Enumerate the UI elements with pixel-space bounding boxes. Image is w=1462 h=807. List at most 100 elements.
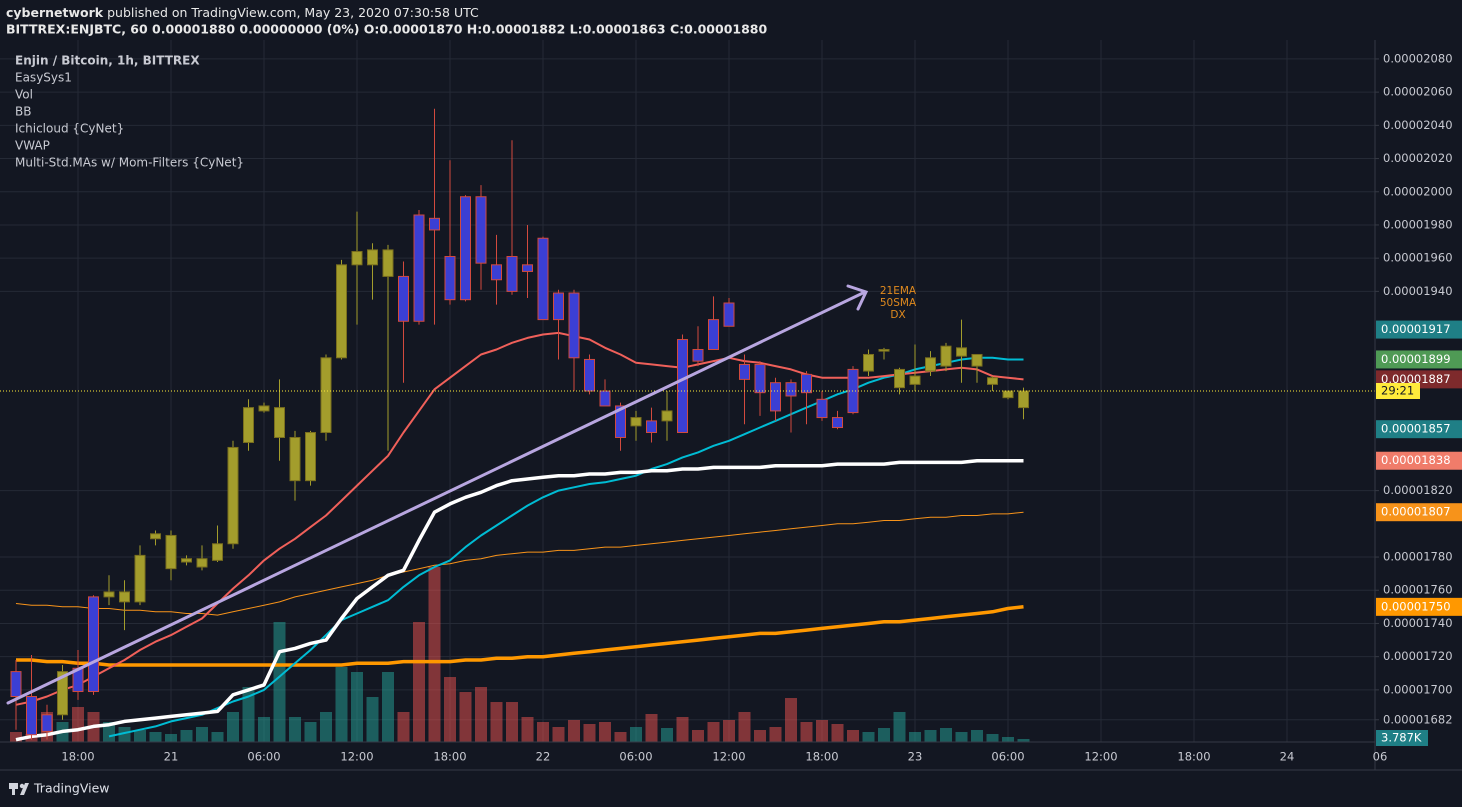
annotation: 50SMA <box>880 297 917 309</box>
y-tick-label: 0.00001682 <box>1383 712 1453 726</box>
candle-body <box>88 596 99 693</box>
candle-body <box>909 375 921 385</box>
candle-body <box>103 591 115 598</box>
candle-body <box>398 275 409 322</box>
volume-bar <box>645 714 658 742</box>
candle-body <box>243 407 254 443</box>
volume-bar <box>924 730 937 742</box>
volume-bar <box>599 722 611 742</box>
candle-body <box>956 347 967 357</box>
price-tag-label: 0.00001899 <box>1381 352 1451 366</box>
candle-body <box>41 714 53 732</box>
y-tick-label: 0.00001740 <box>1383 616 1453 630</box>
candle-body <box>289 436 301 482</box>
volume-bar <box>351 672 363 742</box>
y-tick-label: 0.00001820 <box>1383 483 1453 497</box>
y-tick-label: 0.00002080 <box>1383 51 1453 65</box>
legend-entry: Multi-Std.MAs w/ Mom-Filters {CyNet} <box>15 156 244 170</box>
volume-bar <box>382 672 394 742</box>
x-tick-label: 06:00 <box>247 750 280 764</box>
candle-body <box>227 446 239 545</box>
x-tick-label: 18:00 <box>805 750 838 764</box>
candle-body <box>1018 390 1029 409</box>
candle-body <box>599 390 611 407</box>
candle-body <box>26 696 37 736</box>
x-tick-label: 18:00 <box>1177 750 1210 764</box>
price-tag-label: 0.00001750 <box>1381 599 1451 613</box>
candle-body <box>10 671 22 698</box>
indicator-line <box>15 511 1024 616</box>
x-tick-label: 06:00 <box>619 750 652 764</box>
candle-body <box>491 264 502 281</box>
candle-body <box>723 302 735 327</box>
candle-body <box>258 405 270 412</box>
y-tick-label: 0.00002020 <box>1383 151 1453 165</box>
candle-body <box>119 591 130 603</box>
candle-body <box>568 292 580 359</box>
volume-bar <box>847 730 859 742</box>
price-tag-label: 0.00001857 <box>1381 422 1451 436</box>
x-tick-label: 06:00 <box>991 750 1024 764</box>
footer-brand: TradingView <box>33 781 110 796</box>
price-tag <box>1376 503 1462 522</box>
countdown-label: 29:21 <box>1381 384 1414 398</box>
y-tick-label: 0.00002040 <box>1383 118 1453 132</box>
volume-bar <box>335 667 348 742</box>
y-tick-label: 0.00001980 <box>1383 217 1453 231</box>
candle-body <box>336 264 347 359</box>
volume-bar <box>211 732 224 742</box>
volume-bar <box>955 732 968 742</box>
candle-body <box>863 353 874 372</box>
legend-entry: Ichicloud {CyNet} <box>15 122 124 136</box>
price-tag-label: 0.00001807 <box>1381 505 1451 519</box>
volume-bar <box>242 687 255 742</box>
volume-bar <box>72 707 84 742</box>
candle-body <box>832 417 843 429</box>
countdown-tag <box>1376 383 1420 399</box>
volume-bar <box>397 712 410 742</box>
volume-bar <box>754 730 766 742</box>
candle-body <box>615 405 626 438</box>
x-tick-label: 12:00 <box>340 750 373 764</box>
volume-bar <box>320 712 332 742</box>
candle-body <box>150 533 161 540</box>
volume-bar <box>227 712 239 742</box>
volume-bar <box>940 728 952 742</box>
legend-entry: VWAP <box>15 139 50 153</box>
volume-bar <box>196 727 208 742</box>
volume-bar <box>413 622 425 742</box>
volume-bar <box>552 727 565 742</box>
price-tag-label: 0.00001838 <box>1381 453 1451 467</box>
volume-tag <box>1376 729 1428 746</box>
candle-body <box>181 558 192 563</box>
candle-body <box>1002 390 1014 399</box>
plot-area <box>0 40 1375 742</box>
indicator-line <box>15 458 1024 742</box>
volume-bar <box>583 724 596 742</box>
x-tick-label: 12:00 <box>1084 750 1117 764</box>
volume-bar <box>862 732 875 742</box>
candle-body <box>770 382 781 412</box>
volume-bar <box>692 730 704 742</box>
candle-body <box>429 217 440 231</box>
y-tick-label: 0.00001780 <box>1383 550 1453 564</box>
candle-body <box>692 348 704 362</box>
candle-body <box>460 196 471 301</box>
volume-bar <box>971 730 983 742</box>
y-tick-label: 0.00001720 <box>1383 649 1453 663</box>
volume-bar <box>149 732 162 742</box>
candle-body <box>940 345 952 367</box>
x-tick-label: 22 <box>536 750 551 764</box>
candle-body <box>925 357 936 372</box>
volume-bar <box>444 677 456 742</box>
publisher: cybernetwork <box>6 5 104 20</box>
volume-bar <box>893 712 906 742</box>
x-tick-label: 18:00 <box>433 750 466 764</box>
candle-body <box>351 251 363 266</box>
footer-logo <box>9 783 29 795</box>
volume-bar <box>800 722 813 742</box>
candle-body <box>739 363 750 380</box>
volume-bar <box>676 717 689 742</box>
